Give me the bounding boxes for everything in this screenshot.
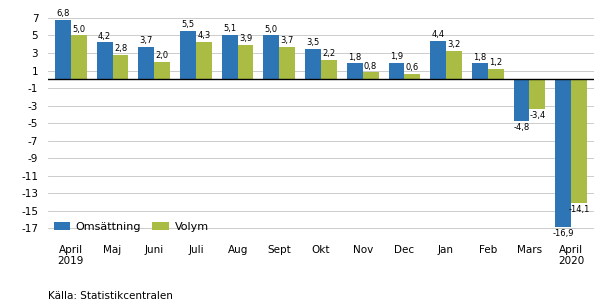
- Text: 2,2: 2,2: [322, 49, 335, 58]
- Text: 0,6: 0,6: [406, 63, 419, 72]
- Bar: [529, 79, 545, 109]
- Text: 1,9: 1,9: [390, 52, 403, 61]
- Bar: [347, 64, 362, 79]
- Text: 0,8: 0,8: [364, 61, 377, 71]
- Text: 4,2: 4,2: [98, 32, 111, 41]
- Bar: [71, 36, 87, 79]
- Text: 2,8: 2,8: [114, 44, 127, 53]
- Bar: [196, 42, 212, 79]
- Bar: [113, 55, 128, 79]
- Text: 5,5: 5,5: [181, 20, 194, 29]
- Text: 1,2: 1,2: [489, 58, 502, 67]
- Text: 1,8: 1,8: [348, 53, 361, 62]
- Bar: [472, 64, 488, 79]
- Text: -4,8: -4,8: [514, 123, 530, 132]
- Bar: [305, 49, 321, 79]
- Text: 1,8: 1,8: [473, 53, 487, 62]
- Bar: [430, 41, 446, 79]
- Text: 3,2: 3,2: [448, 40, 461, 50]
- Text: 2,0: 2,0: [155, 51, 169, 60]
- Text: 5,0: 5,0: [265, 25, 278, 34]
- Text: Källa: Statistikcentralen: Källa: Statistikcentralen: [48, 291, 173, 301]
- Bar: [321, 60, 337, 79]
- Bar: [571, 79, 587, 203]
- Bar: [55, 20, 71, 79]
- Text: 4,3: 4,3: [197, 31, 211, 40]
- Text: -3,4: -3,4: [529, 111, 545, 120]
- Legend: Omsättning, Volym: Omsättning, Volym: [53, 222, 209, 232]
- Bar: [263, 36, 280, 79]
- Text: 3,9: 3,9: [239, 34, 252, 43]
- Bar: [362, 72, 379, 79]
- Text: 4,4: 4,4: [431, 30, 445, 39]
- Text: 5,0: 5,0: [72, 25, 85, 34]
- Bar: [238, 45, 253, 79]
- Text: 3,5: 3,5: [307, 38, 320, 47]
- Bar: [514, 79, 529, 121]
- Text: 3,7: 3,7: [140, 36, 153, 45]
- Bar: [97, 43, 113, 79]
- Bar: [280, 47, 295, 79]
- Bar: [180, 31, 196, 79]
- Bar: [222, 35, 238, 79]
- Bar: [488, 69, 503, 79]
- Text: 5,1: 5,1: [223, 24, 236, 33]
- Text: -14,1: -14,1: [568, 205, 590, 214]
- Bar: [139, 47, 154, 79]
- Bar: [404, 74, 420, 79]
- Text: -16,9: -16,9: [553, 229, 574, 238]
- Bar: [555, 79, 571, 227]
- Bar: [446, 51, 462, 79]
- Text: 3,7: 3,7: [281, 36, 294, 45]
- Text: 6,8: 6,8: [56, 9, 70, 18]
- Bar: [389, 63, 404, 79]
- Bar: [154, 62, 170, 79]
